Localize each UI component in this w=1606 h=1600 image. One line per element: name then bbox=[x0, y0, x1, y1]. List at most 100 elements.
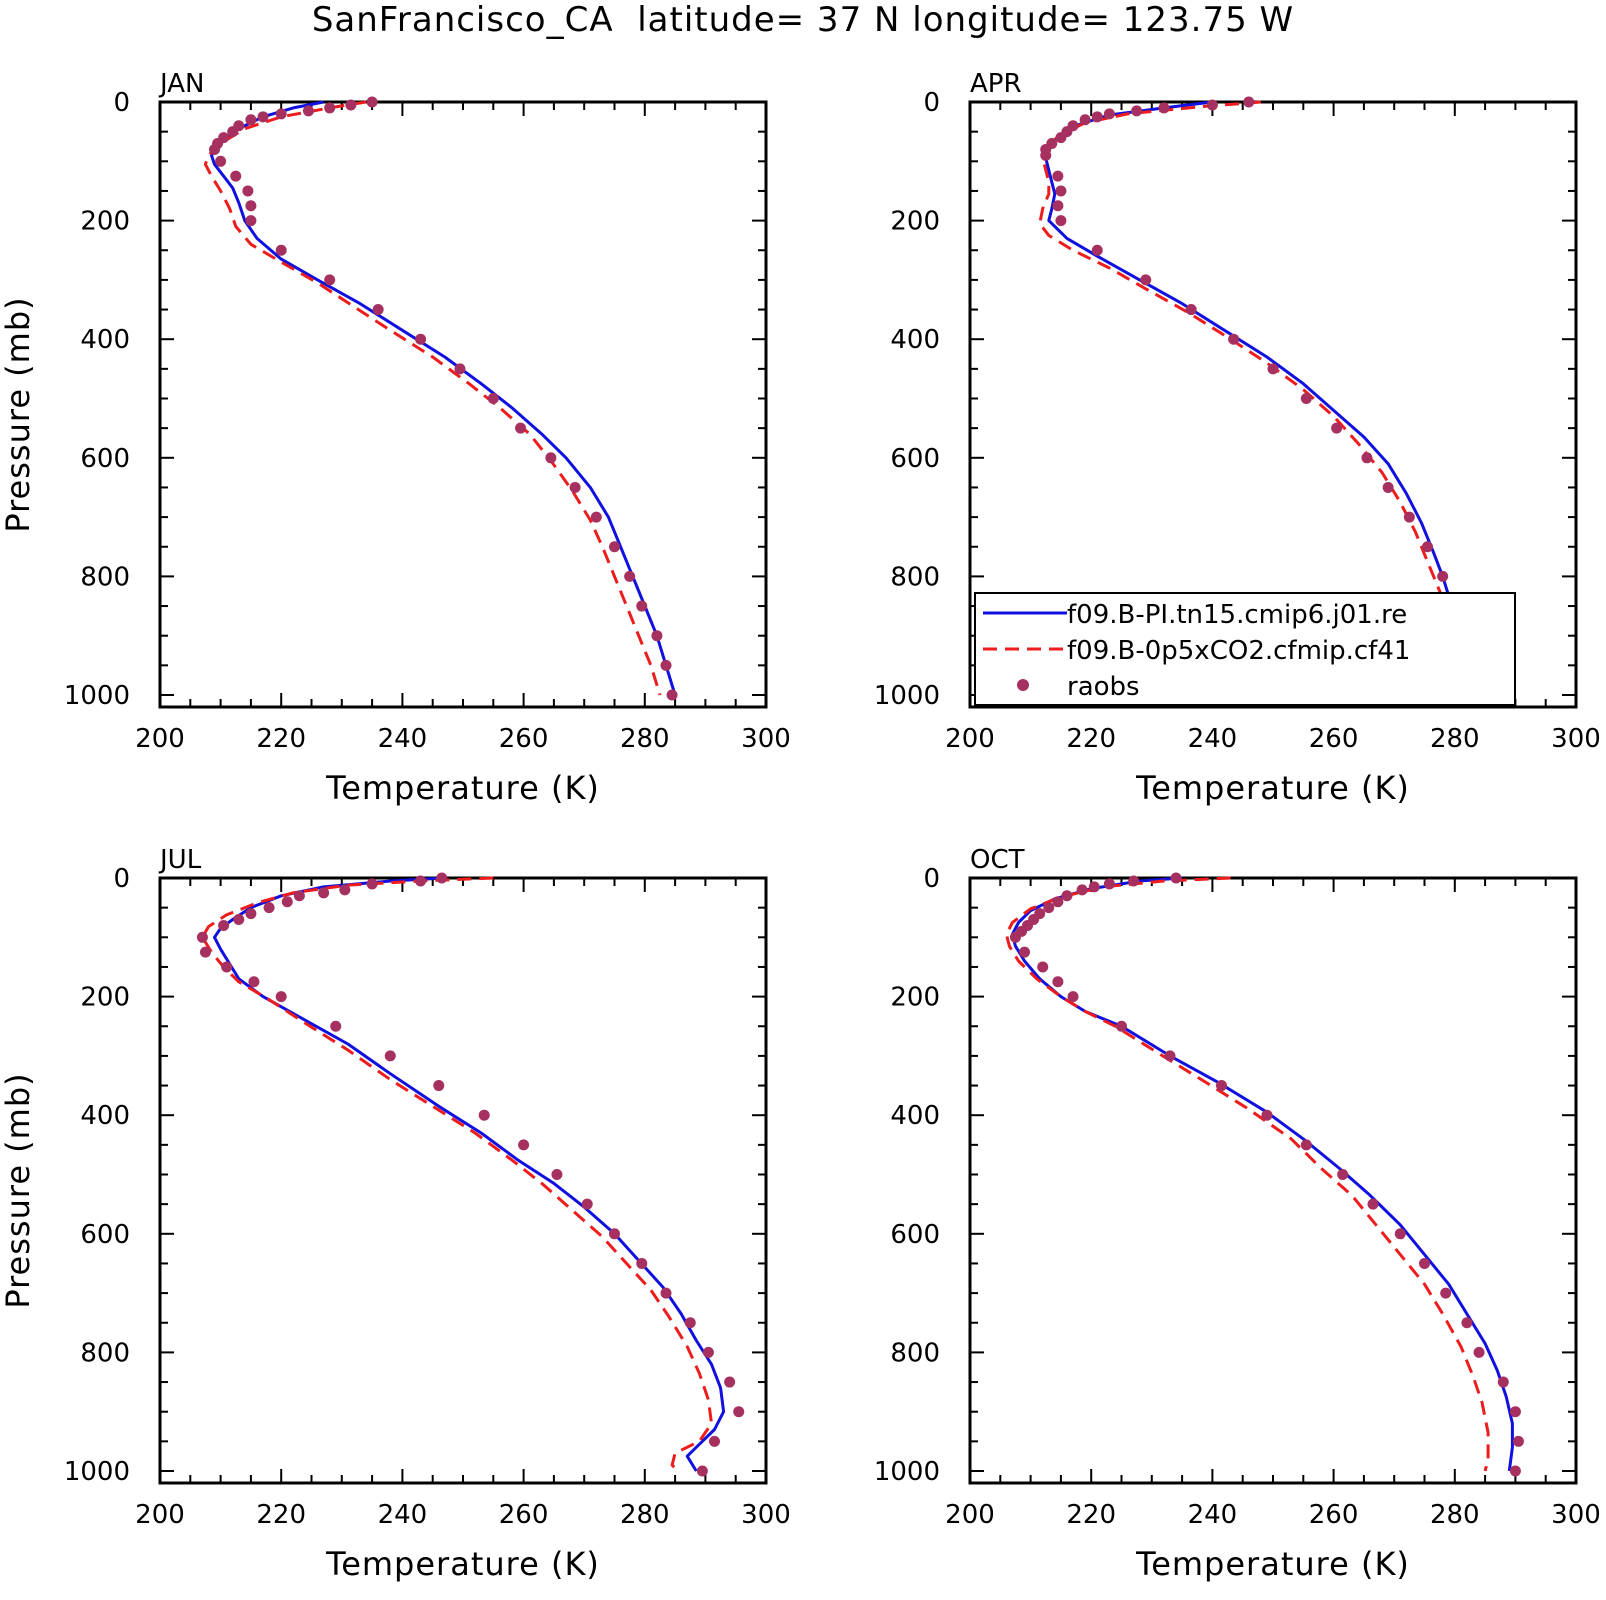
x-tick-label: 260 bbox=[1309, 724, 1359, 754]
raobs-point bbox=[1055, 185, 1067, 197]
y-tick-label: 600 bbox=[890, 444, 940, 474]
series-line-pi bbox=[213, 876, 726, 1472]
raobs-point bbox=[1061, 890, 1073, 902]
legend-entry-label: raobs bbox=[1067, 672, 1140, 702]
panel-label: JAN bbox=[158, 69, 204, 99]
raobs-point bbox=[1052, 200, 1064, 212]
raobs-point bbox=[684, 1317, 696, 1329]
raobs-point bbox=[1052, 976, 1064, 988]
x-tick-label: 200 bbox=[945, 724, 995, 754]
y-tick-label: 1000 bbox=[64, 1457, 130, 1487]
x-tick-label: 260 bbox=[499, 1500, 549, 1530]
raobs-point bbox=[1037, 961, 1049, 973]
raobs-point bbox=[1267, 363, 1279, 375]
x-tick-label: 240 bbox=[378, 1500, 428, 1530]
x-tick-label: 300 bbox=[1551, 1500, 1601, 1530]
raobs-point bbox=[1243, 96, 1255, 108]
raobs-point bbox=[1367, 1198, 1379, 1210]
y-axis-label: Pressure (mb) bbox=[0, 296, 37, 532]
y-tick-label: 0 bbox=[923, 88, 940, 118]
raobs-point bbox=[415, 875, 427, 887]
raobs-point bbox=[1394, 1228, 1406, 1240]
raobs-point bbox=[1422, 541, 1434, 553]
raobs-point bbox=[1055, 215, 1067, 227]
raobs-point bbox=[1131, 105, 1143, 117]
raobs-point bbox=[1512, 1435, 1524, 1447]
raobs-point bbox=[581, 1198, 593, 1210]
raobs-point bbox=[551, 1169, 563, 1180]
panel-jul: JUL 200 220 240 260 280 300 0 200 400 600 800 1000 Te… bbox=[0, 845, 791, 1583]
raobs-point bbox=[245, 114, 257, 126]
raobs-point bbox=[1419, 1257, 1430, 1269]
legend: f09.B-PI.tn15.cmip6.j01.re f09.B-0p5xCO2.… bbox=[974, 592, 1516, 706]
series-line-0p5xco2 bbox=[200, 876, 713, 1473]
raobs-point bbox=[1052, 170, 1064, 182]
raobs-point bbox=[209, 143, 221, 155]
raobs-point bbox=[433, 1080, 445, 1092]
raobs-point bbox=[1164, 1050, 1176, 1062]
y-tick-label: 800 bbox=[80, 1338, 130, 1368]
y-tick-label: 400 bbox=[890, 325, 940, 355]
raobs-point bbox=[1331, 422, 1343, 434]
raobs-point bbox=[478, 1109, 490, 1121]
series-line-pi bbox=[210, 100, 677, 696]
plot-frame bbox=[968, 876, 1578, 1485]
x-tick-label: 200 bbox=[135, 724, 185, 754]
raobs-point bbox=[702, 1346, 714, 1358]
raobs-point bbox=[636, 1257, 648, 1269]
raobs-point bbox=[227, 126, 239, 138]
y-tick-label: 1000 bbox=[874, 681, 940, 711]
raobs-point bbox=[324, 274, 336, 286]
x-axis-label: Temperature (K) bbox=[325, 769, 600, 807]
raobs-point bbox=[651, 630, 663, 642]
y-tick-label: 200 bbox=[80, 983, 130, 1013]
raobs-point bbox=[1403, 511, 1415, 523]
x-axis-label: Temperature (K) bbox=[1135, 769, 1410, 807]
y-tick-label: 200 bbox=[890, 207, 940, 237]
raobs-point bbox=[1067, 991, 1079, 1003]
raobs-point bbox=[1361, 452, 1373, 464]
raobs-point bbox=[1261, 1109, 1273, 1121]
raobs-point bbox=[660, 1287, 672, 1299]
raobs-point bbox=[1140, 274, 1152, 286]
panel-label: JUL bbox=[158, 845, 202, 875]
panel-apr: APR 200 220 240 260 280 300 0 200 400 600 800 1000 Te… bbox=[874, 69, 1601, 807]
raobs-point bbox=[318, 887, 330, 899]
raobs-point bbox=[1337, 1169, 1349, 1180]
y-tick-label: 400 bbox=[80, 325, 130, 355]
raobs-point bbox=[1170, 872, 1182, 884]
raobs-point bbox=[257, 111, 269, 123]
raobs-point bbox=[1440, 1287, 1452, 1299]
raobs-point bbox=[733, 1406, 745, 1418]
raobs-point bbox=[1185, 304, 1197, 316]
x-tick-label: 280 bbox=[620, 724, 670, 754]
raobs-point bbox=[275, 244, 287, 256]
raobs-point bbox=[1019, 946, 1031, 958]
raobs-point bbox=[218, 919, 230, 931]
x-axis-label: Temperature (K) bbox=[1135, 1545, 1410, 1583]
raobs-point bbox=[1300, 1139, 1312, 1151]
raobs-point bbox=[366, 96, 378, 108]
raobs-point bbox=[515, 422, 527, 434]
raobs-point bbox=[215, 155, 227, 167]
raobs-point bbox=[1088, 881, 1100, 893]
panel-jan: JAN 200 220 240 260 280 300 0 200 400 600 800 1000 Te… bbox=[0, 69, 791, 807]
raobs-point bbox=[245, 200, 257, 212]
raobs-point bbox=[221, 961, 233, 973]
raobs-point bbox=[708, 1435, 720, 1447]
raobs-point bbox=[1382, 481, 1394, 493]
x-tick-label: 300 bbox=[741, 724, 791, 754]
raobs-point bbox=[275, 991, 287, 1003]
raobs-point bbox=[384, 1050, 396, 1062]
raobs-point bbox=[660, 659, 672, 671]
y-tick-label: 800 bbox=[80, 562, 130, 592]
panel-label: OCT bbox=[970, 845, 1025, 875]
raobs-point bbox=[230, 170, 242, 182]
raobs-point bbox=[1091, 244, 1103, 256]
raobs-point bbox=[1009, 931, 1021, 943]
figure-title: SanFrancisco_CA latitude= 37 N longitude… bbox=[311, 0, 1295, 40]
x-tick-label: 240 bbox=[1188, 1500, 1238, 1530]
y-tick-label: 0 bbox=[113, 864, 130, 894]
raobs-point bbox=[518, 1139, 530, 1151]
